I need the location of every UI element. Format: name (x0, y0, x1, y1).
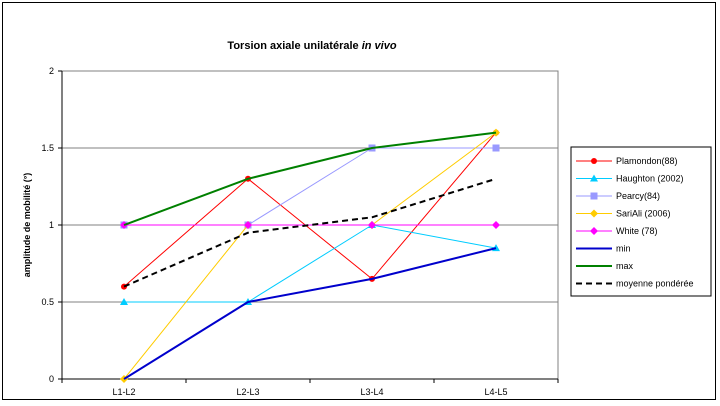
series-line (123, 177, 497, 288)
data-point (492, 144, 500, 152)
series-5 (123, 247, 497, 380)
y-tick-label: 1 (49, 220, 54, 230)
series-line (123, 132, 497, 287)
legend-label: Haughton (2002) (616, 174, 684, 184)
y-tick-label: 0.5 (41, 297, 54, 307)
data-point (591, 158, 597, 164)
legend-label: SariAli (2006) (616, 209, 671, 219)
data-point (120, 298, 128, 305)
y-tick-label: 2 (49, 66, 54, 76)
series-7 (123, 177, 497, 288)
series-line (123, 247, 497, 380)
data-point (244, 221, 252, 229)
axes: 0 0.5 1 1.5 2 L1-L2 L2-L3 L3-L4 L4-L5 (41, 66, 559, 397)
data-point (590, 174, 598, 182)
y-tick-label: 0 (49, 374, 54, 384)
data-point (590, 227, 598, 235)
chart-frame: Torsion axiale unilatérale in vivo 0 0.5 1… (2, 2, 716, 400)
legend-label: moyenne pondérée (616, 279, 694, 289)
x-tick-label: L1-L2 (112, 387, 135, 397)
x-tick-label: L4-L5 (484, 387, 507, 397)
data-point (492, 221, 500, 229)
series-4 (120, 221, 500, 229)
legend: Plamondon(88) Haughton (2002) Pearcy(84) Sa… (570, 146, 712, 297)
x-tick-label: L3-L4 (360, 387, 383, 397)
legend-label: Plamondon(88) (616, 156, 678, 166)
legend-box (570, 146, 712, 297)
series-line (123, 131, 497, 226)
line-chart: Torsion axiale unilatérale in vivo 0 0.5 1… (22, 40, 712, 397)
series-6 (123, 131, 497, 226)
data-point (368, 221, 376, 229)
legend-label: max (616, 261, 634, 271)
data-point (590, 192, 598, 200)
y-axis-label: amplitude de mobilité (°) (22, 173, 32, 278)
y-tick-label: 1.5 (41, 143, 54, 153)
legend-label: White (78) (616, 226, 658, 236)
series-group (120, 128, 500, 383)
chart-title: Torsion axiale unilatérale in vivo (227, 40, 396, 52)
legend-label: min (616, 244, 631, 254)
legend-label: Pearcy(84) (616, 191, 660, 201)
x-tick-label: L2-L3 (236, 387, 259, 397)
data-point (590, 209, 598, 218)
